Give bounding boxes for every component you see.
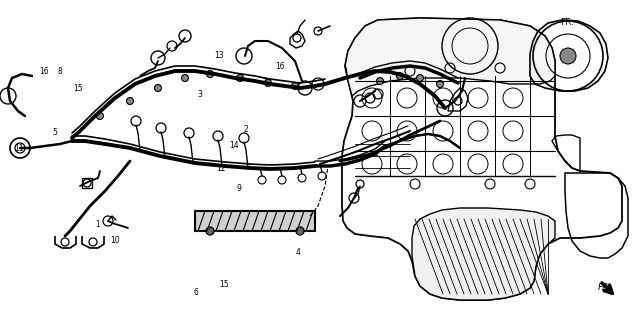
Circle shape (417, 75, 424, 82)
Text: 16: 16 (40, 67, 49, 76)
Circle shape (560, 48, 576, 64)
Text: 8: 8 (58, 67, 62, 76)
Text: 13: 13 (214, 51, 224, 60)
Text: 2: 2 (243, 125, 248, 134)
Circle shape (291, 82, 298, 89)
Circle shape (207, 70, 214, 77)
Circle shape (237, 75, 243, 82)
Polygon shape (195, 211, 315, 231)
Circle shape (397, 72, 403, 80)
Text: 5: 5 (52, 128, 58, 137)
Text: 15: 15 (219, 280, 228, 289)
Circle shape (376, 77, 383, 84)
Text: 14: 14 (229, 141, 239, 150)
Text: 3: 3 (197, 90, 202, 99)
Text: 1: 1 (95, 220, 99, 229)
Text: 16: 16 (275, 62, 285, 71)
Polygon shape (345, 18, 555, 96)
Text: 15: 15 (74, 84, 83, 93)
Circle shape (127, 98, 134, 105)
Text: FR.: FR. (560, 18, 574, 27)
Text: 12: 12 (216, 164, 226, 173)
Text: 9: 9 (237, 184, 242, 192)
Circle shape (264, 80, 271, 87)
Circle shape (206, 227, 214, 235)
Text: 7: 7 (261, 78, 266, 87)
Circle shape (436, 81, 444, 88)
Text: 4: 4 (296, 248, 301, 257)
Text: FR.: FR. (598, 283, 612, 293)
Circle shape (182, 75, 189, 82)
Circle shape (296, 227, 304, 235)
Text: 10: 10 (110, 236, 120, 245)
Polygon shape (412, 208, 555, 300)
Circle shape (97, 112, 104, 119)
Circle shape (154, 84, 161, 92)
Text: 6: 6 (193, 288, 198, 297)
Text: 11: 11 (14, 144, 24, 153)
